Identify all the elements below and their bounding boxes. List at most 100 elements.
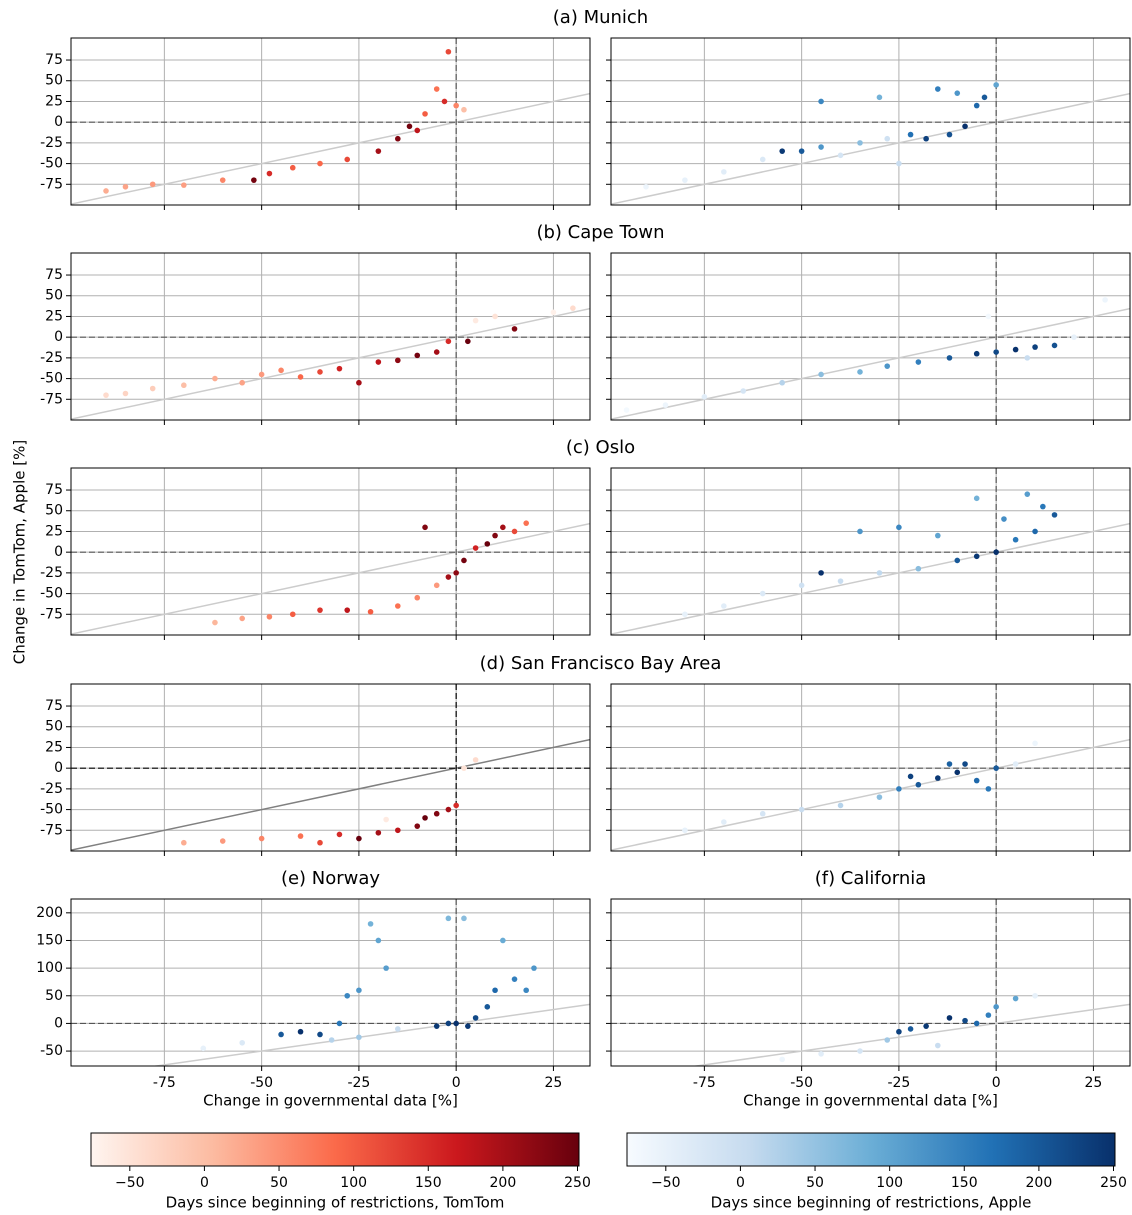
point [414,127,421,134]
point [383,816,389,823]
y-tick-label: -25 [40,565,63,581]
point [453,802,459,809]
point [946,761,953,767]
point [395,827,401,834]
colorbar-tick-label: 150 [415,1175,442,1191]
point [1032,528,1038,535]
point [857,369,863,375]
point [973,102,980,109]
point [433,349,440,355]
point [367,609,374,615]
point [122,183,129,190]
frame [610,898,1131,1067]
point [103,188,109,194]
point [258,371,265,378]
point [818,570,824,576]
colorbar-tick-label: 250 [1100,1175,1127,1191]
point [1051,512,1058,518]
y-tick-label: 75 [45,52,63,68]
point [985,313,992,320]
y-tick-label: -25 [40,350,63,366]
point [356,1034,362,1041]
point [662,402,669,408]
point [896,1028,902,1035]
identity-line [611,738,1130,851]
point [297,833,304,839]
y-tick-label: 0 [54,1015,63,1031]
colorbar-tick-label: 0 [200,1175,209,1191]
point [1012,346,1019,353]
point [212,375,218,382]
frame [610,683,1131,852]
panel: -75 -50 -25 0 25 50 75 (c) Oslo [40,437,635,640]
y-tick-label: -50 [40,156,63,172]
point [973,350,980,357]
point [122,390,129,397]
point [935,86,941,92]
plot-area [71,38,590,205]
point [1024,355,1031,361]
point [962,1017,968,1024]
point [375,937,382,944]
y-tick-label: 150 [36,932,63,948]
point [993,82,999,88]
point [1001,516,1007,522]
point [356,987,362,994]
point [993,765,999,771]
panel-title: (e) Norway [281,868,380,889]
point [492,532,498,539]
point [935,532,941,539]
y-tick-label: -25 [40,781,63,797]
point [219,177,226,183]
point [356,835,362,842]
point [962,123,968,130]
colorbar-fill [90,1132,580,1167]
point [461,106,467,113]
point [798,148,805,154]
point [531,965,537,971]
y-tick-label: 200 [36,905,63,921]
point [740,388,747,394]
x-tick-label: 0 [992,1075,1001,1091]
frame [610,37,1131,206]
point [239,1039,245,1046]
point [472,317,479,324]
colorbar-tick-label: 50 [270,1175,288,1191]
point [219,838,226,844]
colorbar-tick-label: 200 [490,1175,517,1191]
point [356,379,362,386]
point [759,156,766,163]
point [103,392,109,398]
point [461,557,467,564]
point [837,802,844,809]
point [433,810,440,817]
y-tick-label: 0 [54,329,63,345]
point [962,761,968,767]
point [876,94,883,101]
point [472,545,479,551]
y-tick-label: -75 [40,606,63,622]
colorbar-tick-label: 0 [736,1175,745,1191]
panel: -75 -50 -25 0 25 50 75 (b) Cape Town [40,222,665,425]
point [523,520,529,526]
x-tick-label: 25 [1085,1075,1103,1091]
point [500,937,506,944]
point [212,619,218,626]
colorbar-tick-label: 200 [1026,1175,1053,1191]
y-axis-label: Change in TomTom, Apple [%] [11,440,29,664]
point [798,806,805,813]
plot-area [71,468,590,635]
point [954,557,961,564]
point [445,338,452,345]
point [1032,344,1038,350]
point [511,326,518,332]
point [465,1023,471,1029]
point [857,1048,863,1054]
point [266,613,273,620]
point [915,781,922,788]
point [395,1026,401,1032]
y-tick-label: -50 [40,1043,63,1059]
point [500,524,506,531]
panel [606,683,1131,856]
panel-title: (c) Oslo [566,437,635,458]
